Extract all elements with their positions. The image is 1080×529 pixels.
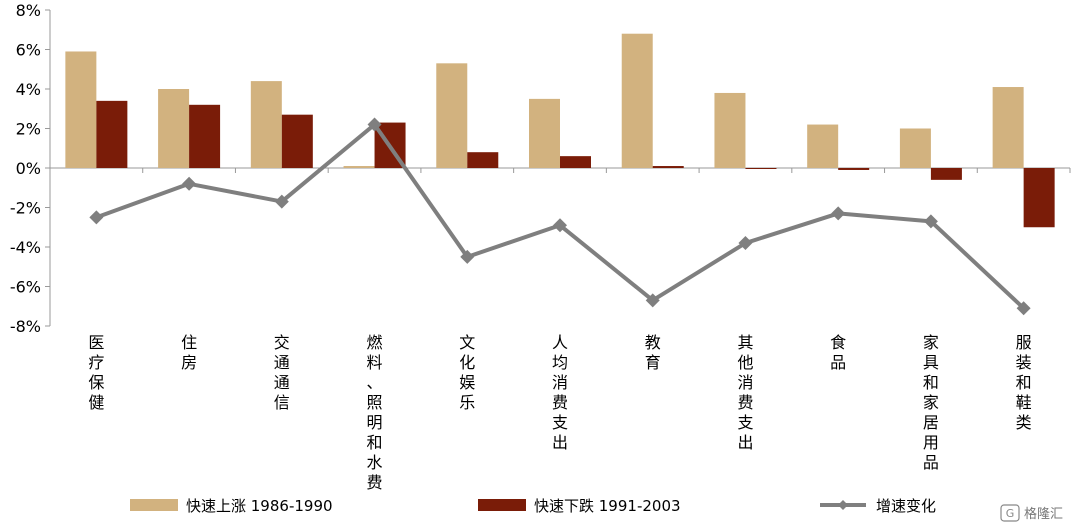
category-label: 燃料、照明和水费 (367, 333, 383, 492)
category-label: 教育 (645, 333, 661, 372)
legend-label: 增速变化 (876, 497, 936, 515)
y-tick-labels: -8% -6% -4% -2% 0% 2% 4% 6% 8% (10, 1, 41, 336)
bar-rapid-rise (529, 98, 560, 168)
bar-rapid-fall (930, 168, 962, 180)
category-label: 家具和家居用品 (923, 333, 939, 472)
bar-rapid-fall (467, 152, 499, 168)
category-labels: 医疗保健 住房 交通通信 燃料、照明和水费 文化娱乐 人均消费支出 教育 其他消费支出 食品 家具… (88, 333, 1031, 492)
bar-rapid-fall (652, 166, 684, 168)
bar-rapid-rise (899, 128, 931, 168)
bar-rapid-fall (189, 104, 221, 168)
y-tick-label: -6% (10, 278, 41, 297)
legend-line-marker (838, 500, 848, 510)
bar-rapid-fall (838, 168, 870, 170)
growth-change-point (738, 236, 753, 251)
bar-rapid-fall (1023, 168, 1055, 228)
bar-rapid-fall (560, 156, 591, 168)
bar-rapid-rise (992, 87, 1024, 168)
legend-swatch (130, 499, 178, 511)
category-label: 交通通信 (274, 333, 290, 412)
y-tick-label: 8% (16, 1, 41, 20)
growth-change-point (274, 194, 289, 209)
category-label: 医疗保健 (88, 333, 104, 412)
legend-label: 快速上涨 1986-1990 (186, 497, 333, 515)
y-tick-label: 2% (16, 120, 41, 139)
watermark-logo-glyph: G (1006, 507, 1015, 520)
bars (65, 33, 1055, 228)
y-tick-label: 4% (16, 80, 41, 99)
watermark-logo-icon (1000, 504, 1020, 522)
growth-change-point (923, 214, 938, 229)
growth-change-point (645, 293, 660, 308)
bar-rapid-fall (745, 168, 777, 169)
growth-line-layer (89, 117, 1031, 316)
bar-rapid-rise (621, 33, 653, 169)
y-tick-label: -4% (10, 238, 41, 257)
legend: 快速上涨 1986-1990 快速下跌 1991-2003 增速变化 (130, 497, 936, 515)
growth-change-point (553, 218, 567, 233)
category-label: 住房 (181, 333, 197, 372)
bar-rapid-rise (65, 51, 97, 168)
growth-change-point (182, 176, 197, 191)
growth-change-point (831, 206, 846, 221)
bar-rapid-rise (158, 89, 190, 168)
category-label: 文化娱乐 (459, 333, 475, 412)
bar-rapid-rise (343, 166, 375, 168)
category-label: 食品 (830, 333, 846, 372)
bar-rapid-rise (250, 81, 282, 168)
legend-label: 快速下跌 1991-2003 (534, 497, 681, 515)
category-label: 服装和鞋类 (1016, 333, 1032, 432)
growth-change-point (1016, 301, 1031, 316)
bar-rapid-fall (281, 114, 313, 168)
bar-rapid-rise (436, 63, 468, 169)
growth-change-point (367, 117, 382, 132)
bar-rapid-rise (807, 124, 839, 168)
growth-change-point (460, 249, 475, 264)
watermark: G 格隆汇 (1000, 504, 1063, 522)
category-label: 人均消费支出 (552, 333, 568, 452)
bar-rapid-rise (714, 92, 746, 168)
y-tick-label: 6% (16, 41, 41, 60)
category-label: 其他消费支出 (737, 333, 753, 452)
legend-swatch (478, 499, 526, 511)
bar-rapid-fall (96, 100, 128, 168)
y-tick-label: 0% (16, 159, 41, 178)
y-tick-label: -2% (10, 199, 41, 218)
growth-change-point (89, 210, 104, 225)
watermark-text: 格隆汇 (1024, 506, 1063, 522)
y-tick-label: -8% (10, 317, 41, 336)
